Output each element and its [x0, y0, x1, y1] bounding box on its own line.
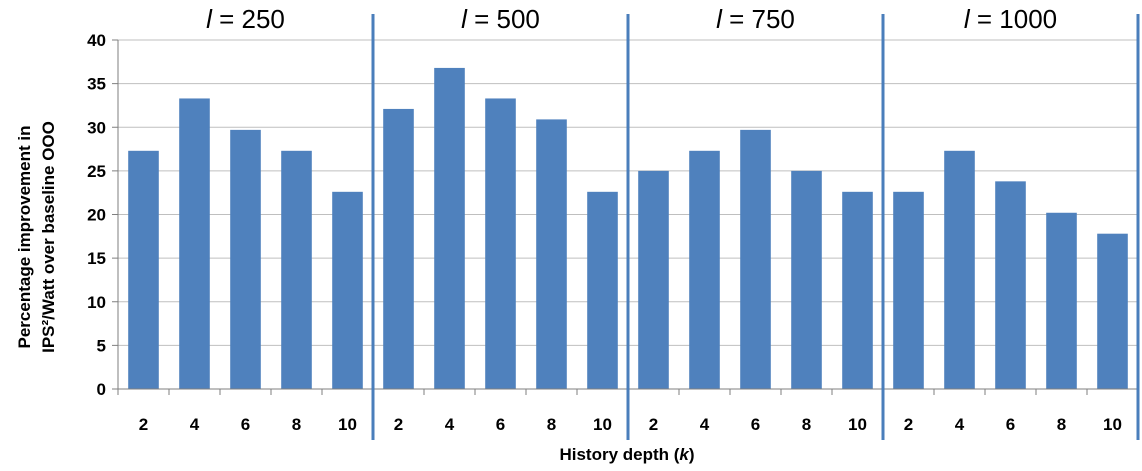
group-title: l = 500 [461, 4, 540, 34]
x-tick-label: 10 [593, 415, 612, 434]
x-tick-label: 4 [190, 415, 200, 434]
x-tick-label: 6 [241, 415, 250, 434]
labels: 0 5 10 15 20 25 30 35 40 2 4 6 8 10 l = 250 2 4 6 8 10 l = 5… [87, 4, 1122, 434]
bar [332, 191, 363, 389]
y-tick-label: 0 [97, 380, 106, 399]
bar [383, 108, 414, 390]
y-tick-label: 20 [87, 206, 106, 225]
group-title-value: = 500 [467, 4, 540, 34]
x-tick-label: 10 [338, 415, 357, 434]
bars [128, 67, 1128, 390]
group-title-var: l [206, 4, 213, 34]
x-tick-label: 10 [1103, 415, 1122, 434]
y-tick-label: 10 [87, 293, 106, 312]
x-tick-label: 4 [700, 415, 710, 434]
bar [638, 170, 669, 389]
x-tick-label: 6 [1006, 415, 1015, 434]
y-tick-label: 40 [87, 31, 106, 50]
bar [281, 150, 312, 389]
bar [536, 119, 567, 390]
y-tick-label: 5 [97, 336, 106, 355]
group-title-var: l [461, 4, 468, 34]
x-axis-title: History depth (k) [559, 445, 694, 464]
x-axis-title-var: k [679, 445, 690, 464]
x-tick-label: 2 [139, 415, 148, 434]
bar [179, 98, 210, 390]
y-tick-label: 35 [87, 75, 106, 94]
bar [791, 170, 822, 389]
x-tick-label: 2 [649, 415, 658, 434]
bar [434, 67, 465, 390]
bar [1097, 233, 1128, 389]
bar [689, 150, 720, 389]
group-title-value: = 750 [722, 4, 795, 34]
bar [230, 129, 261, 389]
group-dividers [371, 14, 1140, 440]
x-tick-label: 8 [292, 415, 301, 434]
x-axis-title-prefix: History depth ( [559, 445, 679, 464]
y-tick-label: 30 [87, 118, 106, 137]
x-tick-label: 2 [904, 415, 913, 434]
x-tick-label: 8 [1057, 415, 1066, 434]
group-title-value: = 1000 [970, 4, 1057, 34]
x-tick-label: 8 [802, 415, 811, 434]
x-tick-label: 8 [547, 415, 556, 434]
bar [842, 191, 873, 389]
group-title-var: l [716, 4, 723, 34]
bar [740, 129, 771, 389]
x-tick-label: 6 [496, 415, 505, 434]
y-tick-label: 25 [87, 162, 106, 181]
bar [944, 150, 975, 389]
axes [112, 39, 1139, 395]
bar [995, 181, 1026, 389]
group-title: l = 250 [206, 4, 285, 34]
group-title: l = 750 [716, 4, 795, 34]
bar [485, 98, 516, 390]
bar [1046, 212, 1077, 389]
group-title-value: = 250 [212, 4, 285, 34]
x-tick-label: 10 [848, 415, 867, 434]
bar [128, 150, 159, 389]
x-tick-label: 4 [955, 415, 965, 434]
group-title-var: l [964, 4, 971, 34]
x-tick-label: 4 [445, 415, 455, 434]
x-tick-label: 6 [751, 415, 760, 434]
y-axis-title-line-1: Percentage improvement in [15, 126, 34, 349]
x-axis-title-suffix: ) [689, 445, 695, 464]
bar [893, 191, 924, 389]
bar [587, 191, 618, 389]
group-title: l = 1000 [964, 4, 1057, 34]
y-axis-title-line-2: IPS²/Watt over baseline OOO [39, 121, 58, 353]
x-tick-label: 2 [394, 415, 403, 434]
y-tick-label: 15 [87, 249, 106, 268]
